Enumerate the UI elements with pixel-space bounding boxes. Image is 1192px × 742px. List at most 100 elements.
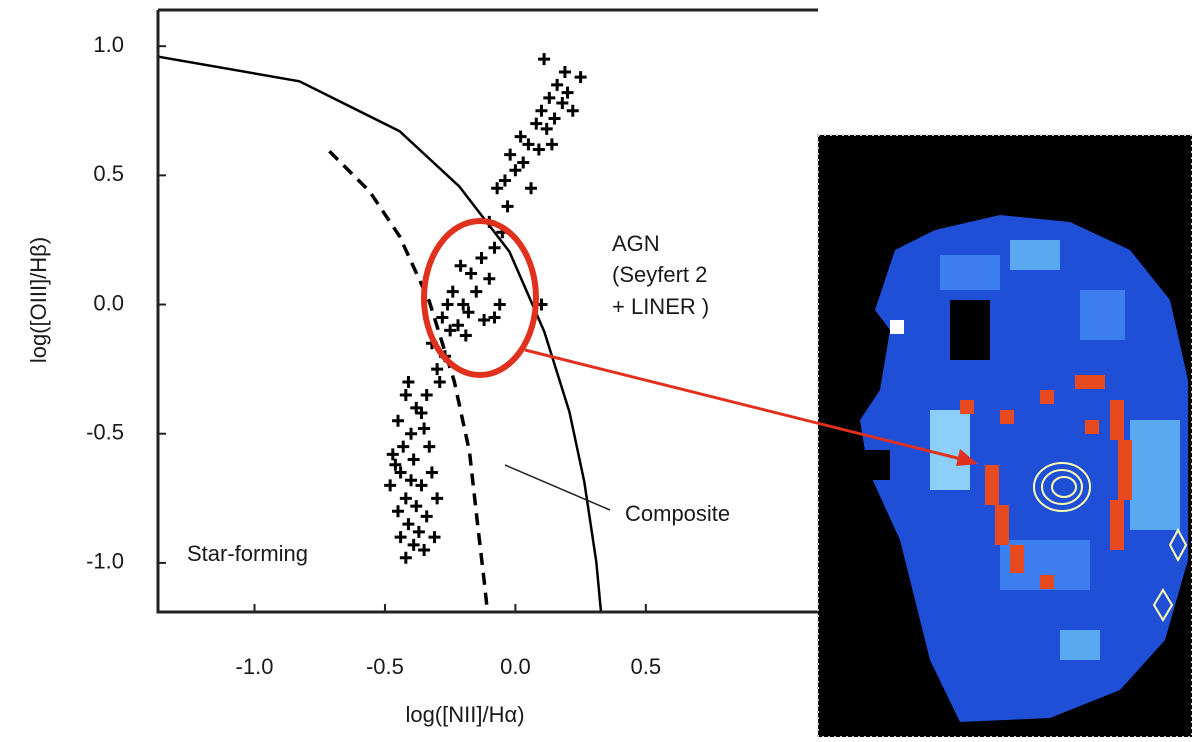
arrow-head bbox=[956, 449, 978, 466]
data-point bbox=[397, 440, 410, 453]
inset-region bbox=[860, 215, 1188, 722]
inset-patch bbox=[1060, 630, 1100, 660]
y-tick-label: 0.0 bbox=[93, 290, 124, 315]
data-point bbox=[566, 104, 579, 117]
data-point bbox=[475, 252, 488, 265]
data-point bbox=[402, 376, 415, 389]
y-tick-label: -0.5 bbox=[86, 420, 124, 445]
data-point bbox=[452, 319, 464, 332]
data-point bbox=[540, 122, 553, 135]
data-point bbox=[504, 148, 517, 161]
data-point bbox=[446, 285, 459, 298]
data-point bbox=[428, 531, 441, 544]
annotation: Composite bbox=[625, 501, 730, 526]
data-point bbox=[433, 376, 446, 389]
data-point bbox=[431, 492, 444, 505]
y-tick-label: 1.0 bbox=[93, 32, 124, 57]
data-point bbox=[558, 66, 571, 79]
inset-image bbox=[817, 134, 1192, 738]
annotation: AGN bbox=[612, 231, 660, 256]
data-point bbox=[538, 53, 551, 66]
data-point bbox=[431, 363, 444, 376]
inset-patch bbox=[890, 320, 904, 334]
data-point bbox=[509, 164, 522, 177]
annotation: + LINER ) bbox=[612, 294, 709, 319]
inset-patch bbox=[860, 450, 890, 480]
data-point bbox=[548, 112, 561, 125]
data-point bbox=[491, 182, 504, 195]
inset-patch bbox=[950, 300, 990, 360]
inset-patch bbox=[1080, 290, 1125, 340]
data-point bbox=[470, 285, 483, 298]
data-point bbox=[394, 531, 407, 544]
data-point bbox=[423, 440, 436, 453]
data-point bbox=[412, 525, 425, 538]
data-point bbox=[418, 543, 431, 556]
data-point bbox=[561, 86, 574, 99]
data-point bbox=[415, 479, 428, 492]
x-axis-title: log([NII]/Hα) bbox=[405, 702, 524, 727]
data-point bbox=[493, 298, 506, 311]
data-point bbox=[402, 518, 415, 531]
data-point bbox=[405, 427, 418, 440]
inset-patch bbox=[1130, 420, 1180, 530]
data-point bbox=[407, 453, 420, 466]
data-point bbox=[545, 138, 558, 151]
data-point bbox=[407, 538, 420, 551]
data-point bbox=[386, 448, 399, 461]
y-axis-title: log([OIII]/Hβ) bbox=[26, 237, 51, 363]
data-point bbox=[514, 130, 527, 143]
boundary-curve bbox=[158, 55, 603, 612]
data-point bbox=[444, 324, 457, 337]
data-point bbox=[525, 182, 538, 195]
data-point bbox=[418, 422, 431, 435]
data-point bbox=[405, 474, 418, 487]
inset-red-ring bbox=[960, 375, 1132, 589]
data-point bbox=[522, 138, 535, 151]
data-point bbox=[392, 505, 404, 518]
data-point bbox=[535, 104, 548, 117]
data-point bbox=[462, 306, 475, 319]
x-tick-label: 0.0 bbox=[500, 654, 531, 679]
inset-patch bbox=[930, 410, 970, 490]
inset-patch bbox=[1010, 240, 1060, 270]
data-point bbox=[488, 241, 501, 254]
data-point bbox=[478, 314, 491, 327]
data-point bbox=[389, 458, 402, 471]
data-point bbox=[488, 311, 501, 324]
inset-patch bbox=[940, 255, 1000, 290]
plot-area bbox=[158, 53, 603, 612]
data-point bbox=[399, 492, 412, 505]
boundary-curve bbox=[328, 150, 490, 612]
data-point bbox=[551, 78, 564, 91]
axis-frame bbox=[156, 8, 818, 614]
y-tick-label: -1.0 bbox=[86, 549, 124, 574]
highlight-ellipse bbox=[421, 218, 539, 378]
data-point bbox=[543, 91, 556, 104]
y-tick-label: 0.5 bbox=[93, 161, 124, 186]
composite-pointer bbox=[504, 464, 611, 511]
data-point bbox=[399, 551, 412, 564]
data-point bbox=[501, 200, 514, 213]
data-point bbox=[394, 466, 407, 479]
data-point bbox=[459, 329, 472, 342]
data-point bbox=[530, 117, 543, 130]
data-point bbox=[420, 388, 433, 401]
x-tick-label: -0.5 bbox=[366, 654, 404, 679]
data-point bbox=[532, 143, 545, 156]
data-point bbox=[384, 479, 397, 492]
data-point bbox=[441, 298, 454, 311]
x-tick-label: -1.0 bbox=[236, 654, 274, 679]
data-point bbox=[420, 510, 433, 523]
annotation: (Seyfert 2 bbox=[612, 262, 707, 287]
data-point bbox=[574, 71, 587, 84]
data-point bbox=[454, 259, 467, 272]
data-point bbox=[457, 298, 470, 311]
annotation: Star-forming bbox=[187, 541, 308, 566]
data-point bbox=[399, 388, 412, 401]
data-point bbox=[483, 272, 496, 285]
data-point bbox=[436, 311, 449, 324]
data-point bbox=[425, 466, 438, 479]
inset-contours bbox=[1033, 462, 1188, 622]
